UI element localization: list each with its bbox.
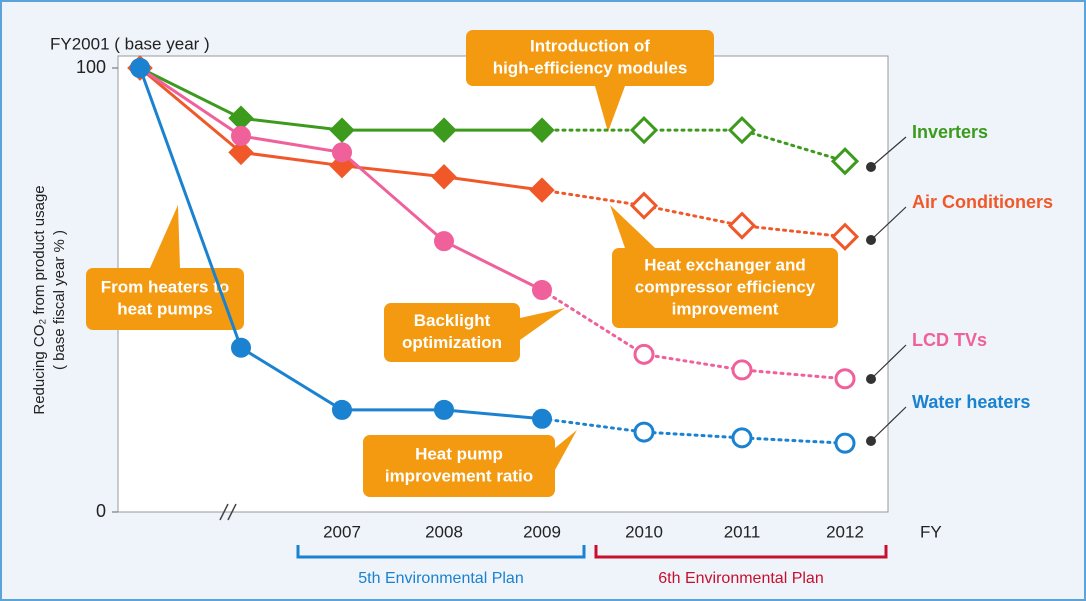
- leader-line: [870, 206, 907, 241]
- callout-pointer: [520, 308, 565, 340]
- marker: [130, 58, 150, 78]
- callout-pointer: [595, 86, 625, 132]
- leader-dot: [866, 162, 876, 172]
- y-label: ( base fiscal year % ): [51, 230, 68, 370]
- marker: [830, 147, 860, 176]
- x-tick-label: 2011: [724, 522, 761, 541]
- projected-line: [540, 128, 847, 163]
- marker: [834, 432, 856, 454]
- marker: [633, 343, 655, 365]
- series-label: Inverters: [912, 122, 988, 142]
- callout-text: heat pumps: [117, 299, 212, 318]
- marker: [332, 142, 352, 163]
- callout-text: optimization: [402, 333, 502, 352]
- leader-dot: [866, 235, 876, 245]
- callout-box: [363, 435, 555, 497]
- callout-box: [612, 248, 838, 328]
- marker: [727, 116, 757, 145]
- marker: [231, 337, 251, 358]
- x-tick-label: 2012: [826, 522, 864, 541]
- callout: Heat pump improvement ratio: [363, 430, 577, 497]
- marker: [629, 191, 659, 220]
- callout: Heat exchanger and compressor efficiency i…: [610, 205, 838, 328]
- plan-label: 5th Environmental Plan: [358, 570, 523, 587]
- marker: [532, 408, 552, 429]
- y-label: Reducing CO₂ from product usage: [31, 185, 48, 414]
- marker: [731, 359, 753, 381]
- series-label: Water heaters: [912, 392, 1030, 412]
- callout-pointer: [150, 205, 180, 268]
- series-label: Air Conditioners: [912, 192, 1053, 212]
- base-label: FY2001 ( base year ): [50, 34, 210, 53]
- marker: [834, 368, 856, 390]
- x-label: FY: [920, 522, 942, 541]
- y-tick-label: 0: [96, 501, 106, 521]
- marker: [529, 117, 555, 143]
- marker: [434, 399, 454, 420]
- marker: [731, 427, 753, 449]
- leader-line: [870, 136, 907, 168]
- marker: [329, 117, 355, 143]
- callout-text: improvement ratio: [385, 466, 533, 485]
- marker: [228, 139, 254, 166]
- marker: [830, 222, 860, 251]
- callout-text: Heat pump: [415, 444, 503, 463]
- callout-box: [86, 268, 244, 330]
- y-tick-label: 100: [76, 57, 106, 77]
- marker: [633, 421, 655, 443]
- marker: [332, 399, 352, 420]
- callout: Backlight optimization: [384, 303, 565, 362]
- series-label: LCD TVs: [912, 330, 987, 350]
- callout-box: [384, 303, 520, 362]
- marker: [727, 211, 757, 240]
- marker: [532, 280, 552, 300]
- callout-text: From heaters to: [101, 277, 229, 296]
- leader-line: [870, 406, 907, 442]
- plan-bracket: [296, 545, 586, 559]
- callout-text: Backlight: [414, 311, 491, 330]
- projected-line: [540, 288, 847, 381]
- x-tick-label: 2009: [523, 522, 561, 541]
- leader-dot: [866, 374, 876, 384]
- plan-label: 6th Environmental Plan: [658, 570, 823, 587]
- leader-dot: [866, 436, 876, 446]
- callout-text: Heat exchanger and: [644, 255, 806, 274]
- projected-line: [540, 188, 847, 239]
- marker: [431, 164, 457, 190]
- callout: From heaters to heat pumps: [86, 205, 244, 330]
- callout: Introduction of high-efficiency modules: [466, 30, 714, 132]
- axis-break: [219, 503, 237, 521]
- marker: [629, 116, 659, 145]
- leader-line: [870, 344, 907, 380]
- callout-text: high-efficiency modules: [493, 58, 688, 77]
- marker: [529, 177, 555, 203]
- callout-text: improvement: [672, 299, 779, 318]
- marker: [431, 117, 457, 143]
- callout-text: Introduction of: [530, 36, 650, 55]
- callout-pointer: [610, 205, 655, 248]
- x-tick-label: 2010: [625, 522, 663, 541]
- projected-line: [540, 417, 847, 445]
- x-tick-label: 2007: [323, 522, 361, 541]
- marker: [231, 125, 251, 146]
- marker: [434, 231, 454, 252]
- callout-pointer: [555, 430, 577, 470]
- callout-box: [466, 30, 714, 86]
- plan-bracket: [594, 545, 888, 559]
- x-tick-label: 2008: [425, 522, 463, 541]
- callout-text: compressor efficiency: [635, 277, 816, 296]
